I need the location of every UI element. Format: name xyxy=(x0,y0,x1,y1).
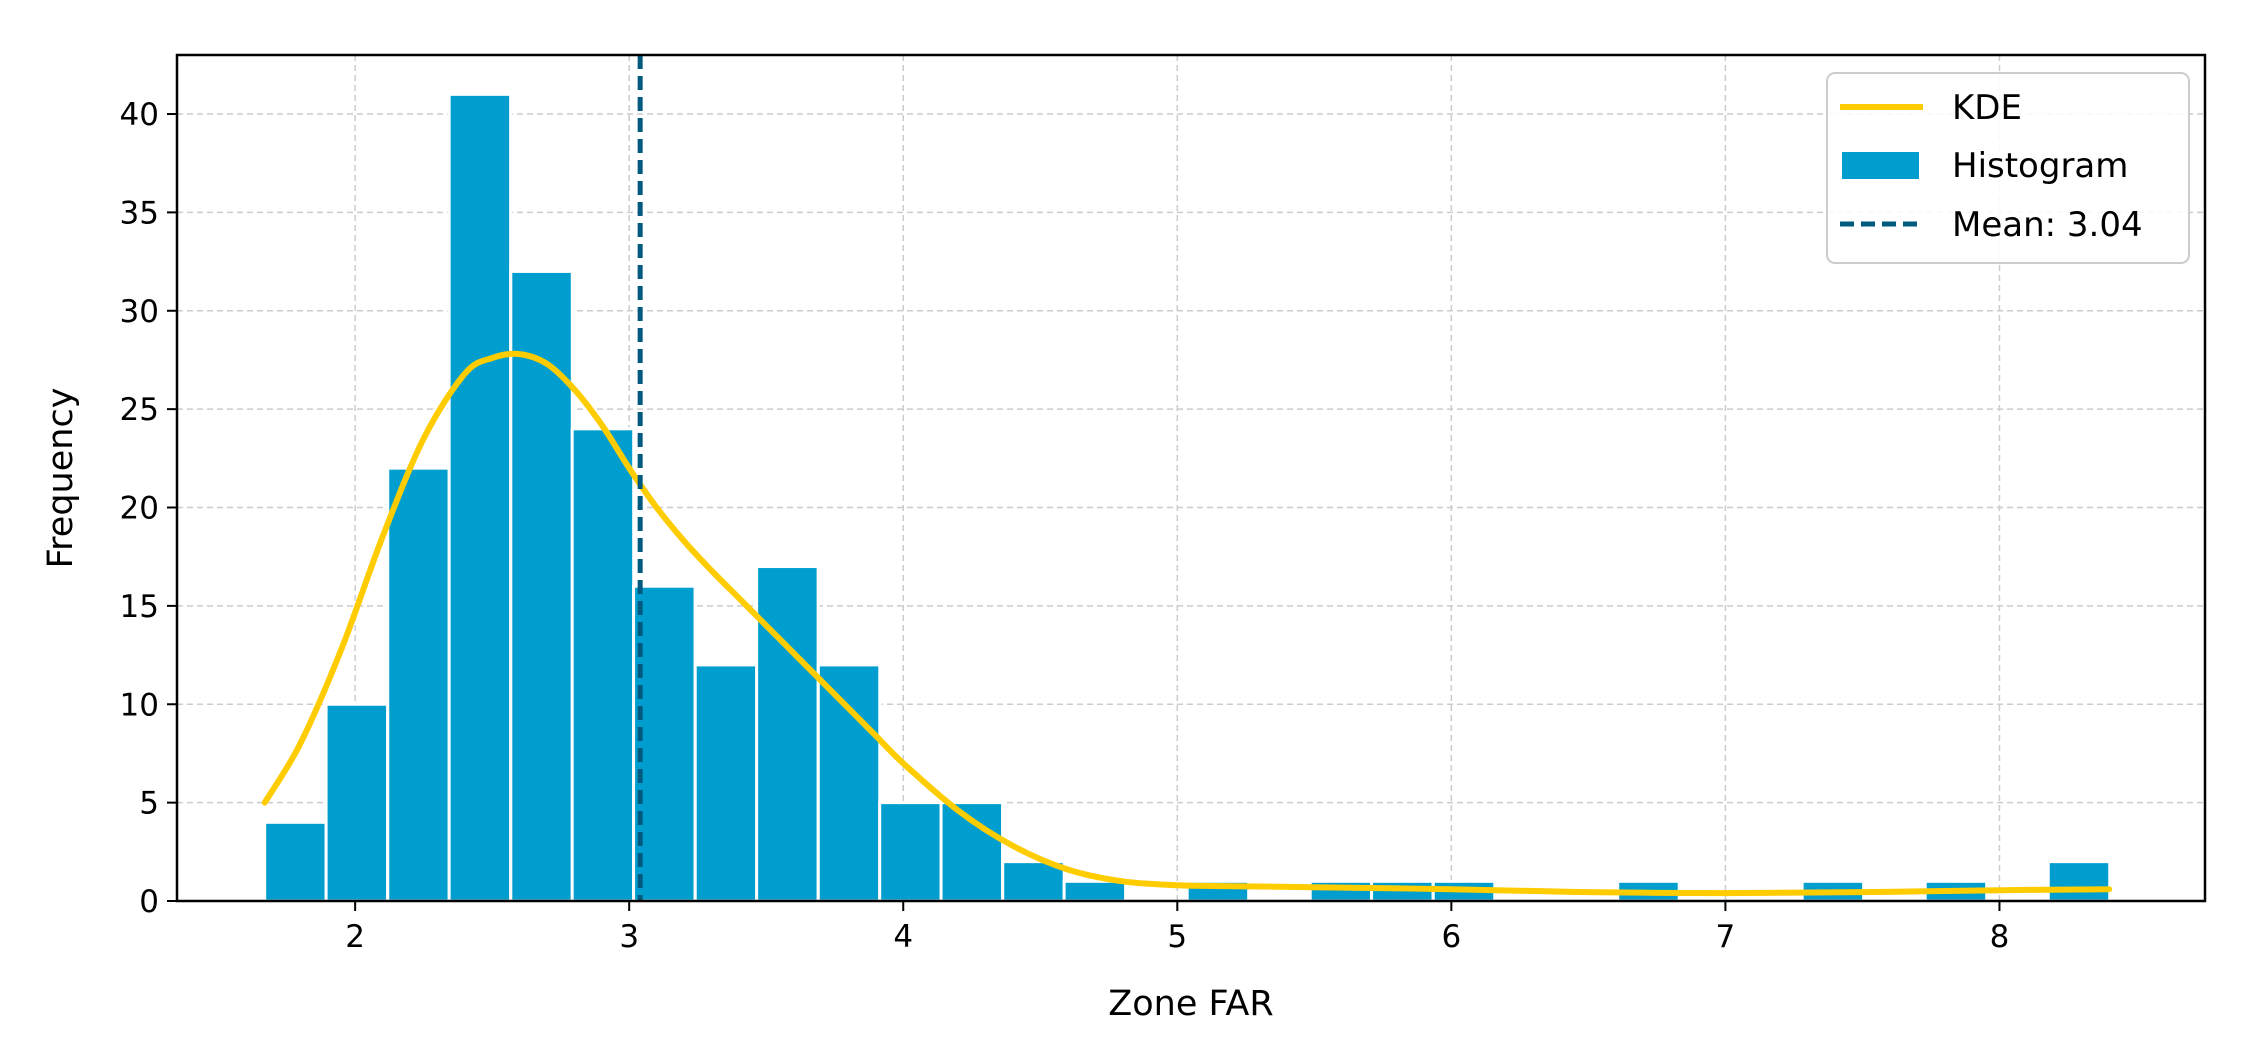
y-tick-label: 40 xyxy=(120,97,159,133)
histogram-bar xyxy=(509,269,574,903)
y-tick-label: 5 xyxy=(139,786,159,822)
histogram-bar xyxy=(447,92,513,903)
histogram-bar xyxy=(324,702,390,903)
x-tick-label: 4 xyxy=(893,919,913,955)
histogram-bar xyxy=(570,427,636,903)
y-tick-label: 0 xyxy=(139,884,159,920)
y-tick-label: 25 xyxy=(120,392,159,428)
y-axis-ticks: 0 5 10 15 20 25 30 35 40 xyxy=(120,97,177,920)
x-tick-label: 2 xyxy=(345,919,365,955)
kde-layer xyxy=(261,350,2113,897)
histogram-bar xyxy=(755,565,820,903)
histogram-bar xyxy=(693,663,759,903)
legend-label-histogram: Histogram xyxy=(1952,146,2128,186)
legend-label-kde: KDE xyxy=(1952,88,2022,128)
y-tick-label: 20 xyxy=(120,491,159,527)
x-tick-label: 7 xyxy=(1716,919,1736,955)
x-axis-title: Zone FAR xyxy=(1108,984,1273,1024)
histogram-bar xyxy=(263,820,328,903)
x-tick-label: 3 xyxy=(619,919,639,955)
plot-frame xyxy=(175,53,2207,903)
histogram-bar xyxy=(878,801,943,903)
y-tick-label: 15 xyxy=(120,589,159,625)
kde-curve xyxy=(261,350,2113,897)
legend-label-mean: Mean: 3.04 xyxy=(1952,205,2143,245)
histogram-bar xyxy=(632,584,697,903)
legend-histogram-swatch xyxy=(1842,152,1919,179)
y-tick-label: 30 xyxy=(120,294,159,330)
histogram-bar xyxy=(1062,879,1128,903)
x-tick-label: 5 xyxy=(1167,919,1187,955)
y-axis-title: Frequency xyxy=(41,388,81,569)
y-tick-label: 35 xyxy=(120,195,159,231)
histogram-bar xyxy=(816,663,882,903)
legend-box xyxy=(1826,72,2190,264)
histogram-bars xyxy=(263,92,2112,903)
histogram-bar xyxy=(386,466,451,903)
x-axis-ticks: 2 3 4 5 6 7 8 xyxy=(345,901,2009,955)
x-tick-label: 6 xyxy=(1441,919,1461,955)
legend: KDE Histogram Mean: 3.04 xyxy=(1826,72,2190,264)
histogram-bar xyxy=(2046,860,2112,903)
x-tick-label: 8 xyxy=(1990,919,2010,955)
y-tick-label: 10 xyxy=(120,687,159,723)
